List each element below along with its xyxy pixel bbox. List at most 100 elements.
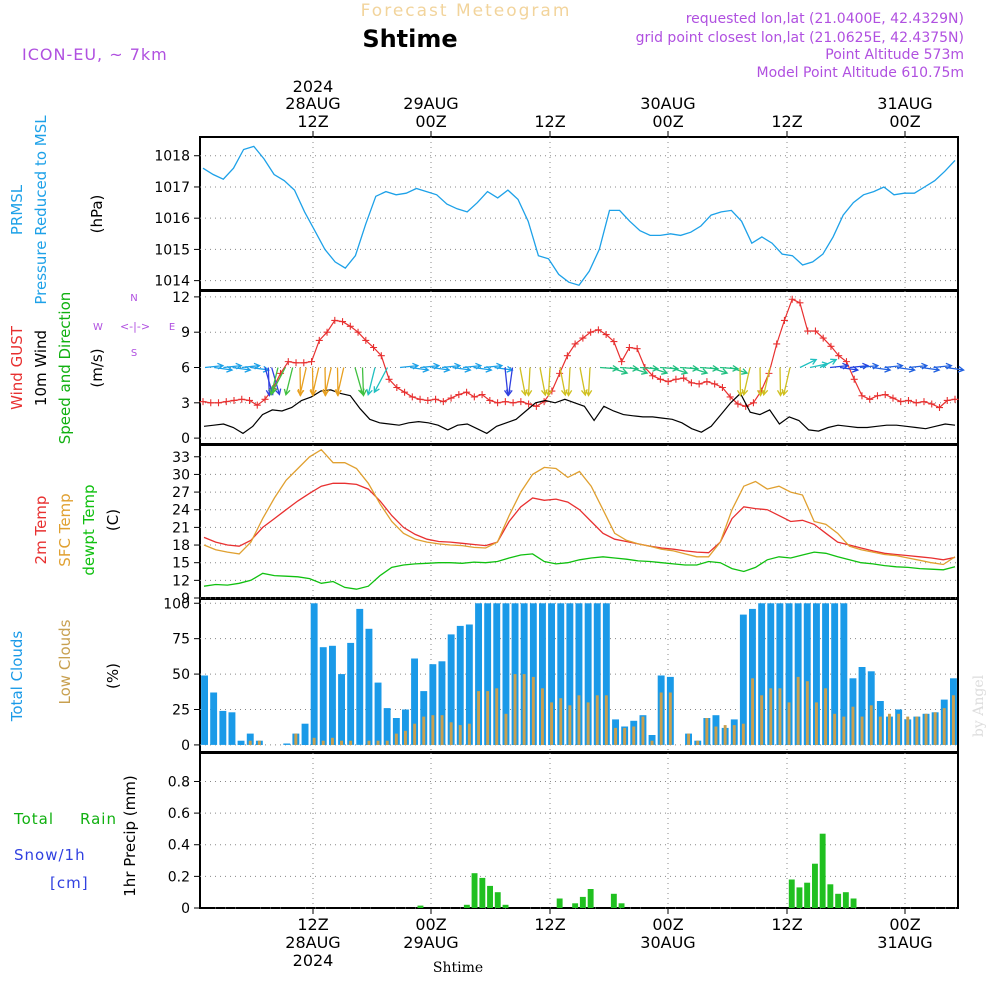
wind-gust-marker bbox=[246, 396, 254, 404]
rain-bar bbox=[572, 903, 579, 908]
wind-gust-marker bbox=[354, 328, 362, 336]
panel-frame-3 bbox=[199, 444, 959, 599]
low-cloud-bar bbox=[778, 688, 782, 745]
wind-gust-marker bbox=[866, 395, 874, 403]
total-cloud-bar bbox=[575, 603, 583, 745]
low-cloud-bar bbox=[550, 702, 553, 745]
time-label-bottom-hour: 00Z bbox=[652, 915, 683, 934]
wind-gust-marker bbox=[447, 394, 455, 402]
wind-gust-marker bbox=[501, 398, 509, 406]
low-cloud-bar bbox=[504, 713, 508, 745]
wind-direction-arrow bbox=[373, 367, 389, 394]
wind-gust-marker bbox=[470, 393, 478, 401]
wind-gust-marker bbox=[439, 398, 447, 406]
time-label-bottom-date: 28AUG bbox=[285, 933, 340, 952]
low-cloud-bar bbox=[385, 740, 389, 745]
low-cloud-bar bbox=[458, 725, 462, 745]
wind-gust-marker bbox=[416, 395, 424, 403]
wind-gust-marker bbox=[401, 388, 409, 396]
y-tick-label: 30 bbox=[172, 467, 190, 483]
model-name: ICON-EU, ~ 7km bbox=[22, 45, 168, 64]
total-cloud-bar bbox=[347, 642, 355, 745]
wind-direction-arrow bbox=[819, 358, 838, 369]
wind-gust-marker bbox=[292, 359, 300, 367]
compass-n: N bbox=[130, 293, 137, 304]
time-label-bottom-hour: 00Z bbox=[415, 915, 446, 934]
low-cloud-bar bbox=[696, 740, 700, 745]
wind-direction-arrow bbox=[719, 364, 740, 372]
y-tick-label: 12 bbox=[172, 573, 190, 589]
wind-direction-arrow bbox=[649, 366, 669, 375]
wind-gust-marker bbox=[873, 392, 881, 400]
low-cloud-bar bbox=[513, 674, 517, 745]
y-tick-label: 27 bbox=[172, 485, 190, 501]
wind-gust-marker bbox=[463, 388, 471, 396]
model-altitude: Model Point Altitude 610.75m bbox=[757, 65, 964, 81]
y-tick-label: 21 bbox=[172, 520, 190, 536]
wind-gust-marker bbox=[672, 375, 680, 383]
grid-point-coords: grid point closest lon,lat (21.0625E, 42… bbox=[636, 30, 964, 46]
total-cloud-bar bbox=[319, 647, 327, 745]
wind-gust-marker bbox=[928, 400, 936, 408]
wind-direction-arrow bbox=[699, 364, 720, 372]
prmsl-line bbox=[202, 145, 956, 287]
y-tick-label: 1017 bbox=[154, 180, 190, 196]
y-tick-label: 1016 bbox=[154, 211, 190, 227]
low-cloud-bar bbox=[595, 695, 599, 745]
total-cloud-bar bbox=[365, 628, 373, 745]
low-cloud-bar bbox=[349, 740, 353, 745]
wind-gust-marker bbox=[215, 399, 223, 407]
wind-gust-marker bbox=[850, 375, 858, 383]
time-label-top-hour: 12Z bbox=[771, 112, 802, 131]
y-tick-label: 3 bbox=[181, 396, 190, 412]
low-cloud-bar bbox=[486, 691, 490, 745]
temp-sfc-line bbox=[203, 448, 956, 566]
wind-gust-marker bbox=[858, 392, 866, 400]
low-cloud-bar bbox=[824, 688, 827, 745]
y-tick-label: 75 bbox=[172, 632, 190, 648]
wind-gust-marker bbox=[835, 352, 843, 360]
pressure-label-unit: (hPa) bbox=[88, 195, 106, 234]
total-cloud-bar bbox=[392, 718, 400, 745]
low-cloud-bar bbox=[687, 733, 690, 745]
time-label-top-hour: 00Z bbox=[889, 112, 920, 131]
wind-gust-marker bbox=[811, 327, 819, 335]
total-cloud-bar bbox=[767, 603, 775, 745]
low-cloud-bar bbox=[248, 740, 252, 745]
time-label-bottom-hour: 00Z bbox=[889, 915, 920, 934]
wind-gust-marker bbox=[230, 396, 238, 404]
low-cloud-bar bbox=[614, 727, 617, 745]
total-cloud-bar bbox=[465, 624, 473, 745]
time-label-top-date: 30AUG bbox=[640, 94, 695, 113]
low-cloud-bar bbox=[659, 692, 663, 745]
compass-e: E bbox=[169, 322, 175, 333]
wind-direction-arrow bbox=[639, 364, 660, 372]
precip-label-axis: 1hr Precip (mm) bbox=[121, 775, 139, 896]
wind-gust-marker bbox=[935, 404, 943, 412]
wind-gust-marker bbox=[393, 384, 401, 392]
cloud-label-unit: (%) bbox=[104, 663, 122, 689]
wind-gust-marker bbox=[222, 398, 230, 406]
wind-direction-arrow bbox=[629, 366, 649, 375]
wind-gust-marker bbox=[207, 399, 215, 407]
low-cloud-bar bbox=[924, 713, 928, 745]
pressure-label-desc: Pressure Reduced to MSL bbox=[32, 115, 50, 305]
total-cloud-bar bbox=[502, 603, 510, 745]
wind-gust-marker bbox=[695, 380, 703, 388]
rain-bar bbox=[610, 893, 617, 908]
wind-gust-marker bbox=[610, 338, 618, 346]
low-cloud-bar bbox=[413, 723, 417, 745]
total-cloud-bar bbox=[539, 603, 546, 745]
wind-gust-marker bbox=[625, 343, 633, 351]
compass-s: S bbox=[131, 348, 137, 359]
wind-direction-arrow bbox=[599, 364, 620, 372]
wind-direction-arrow bbox=[310, 367, 320, 397]
wind-gust-marker bbox=[486, 396, 494, 404]
wind-gust-marker bbox=[819, 334, 827, 342]
wind-direction-arrow bbox=[781, 367, 791, 397]
wind-direction-arrow bbox=[689, 366, 709, 375]
y-tick-label: 100 bbox=[163, 596, 190, 612]
wind-gust-marker bbox=[432, 395, 440, 403]
low-cloud-bar bbox=[860, 716, 864, 745]
wind-gust-marker bbox=[796, 299, 804, 307]
